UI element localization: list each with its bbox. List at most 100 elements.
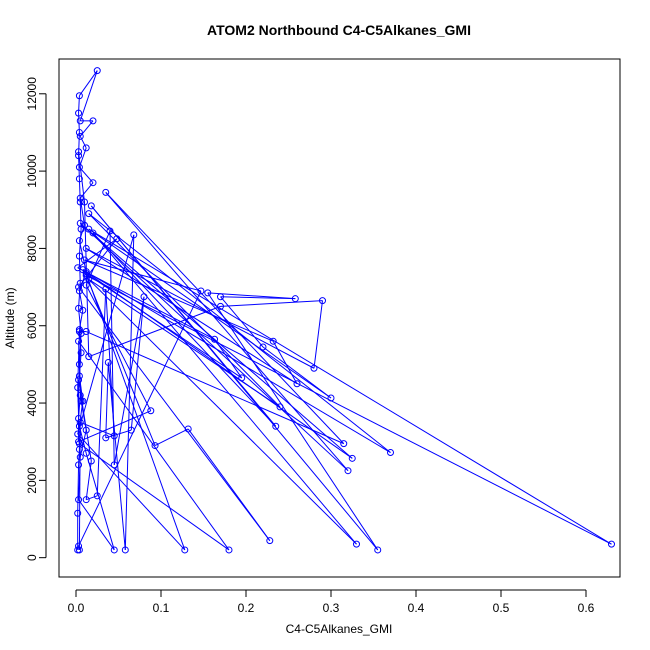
series-segment (107, 362, 126, 550)
x-tick-label: 0.2 (238, 601, 255, 615)
data-point (76, 453, 84, 461)
data-point (74, 264, 82, 272)
data-point (353, 540, 360, 548)
data-point (75, 109, 83, 117)
data-point (75, 542, 83, 550)
data-point (266, 537, 274, 545)
data-point (102, 285, 110, 293)
data-point (75, 422, 83, 430)
series-segment (85, 247, 315, 369)
series-segment (130, 296, 145, 431)
x-tick-label: 0.4 (408, 601, 425, 615)
data-point (82, 426, 90, 434)
data-point (75, 283, 83, 291)
data-point (211, 335, 219, 343)
data-point (75, 328, 83, 336)
data-point (82, 270, 90, 278)
series-segment (77, 267, 215, 340)
data-point (75, 376, 83, 384)
data-point (374, 546, 382, 554)
y-tick-label: 8000 (25, 235, 39, 262)
data-point (75, 326, 83, 334)
y-tick-label: 12000 (25, 77, 39, 111)
series-segment (207, 292, 379, 551)
data-point (89, 179, 97, 187)
data-point (340, 440, 348, 448)
series-segment (78, 70, 98, 97)
data-point (75, 546, 83, 554)
data-point (76, 198, 84, 206)
series-segment (79, 443, 230, 551)
data-point (85, 353, 93, 361)
x-axis: 0.0 0.1 0.2 0.3 0.4 0.5 0.6 (68, 589, 595, 615)
data-point (75, 372, 83, 380)
series-segment (85, 275, 156, 446)
data-point (130, 231, 138, 239)
chart-title: ATOM2 Northbound C4-C5Alkanes_GMI (207, 22, 471, 38)
data-point (344, 467, 352, 475)
data-point (113, 235, 121, 243)
series-segment (92, 232, 357, 545)
series-segment (78, 178, 81, 203)
series-segment (78, 449, 80, 465)
series-segment (78, 286, 271, 541)
data-point (387, 449, 394, 457)
series-segment (77, 464, 80, 514)
data-point (82, 496, 90, 504)
series-segment (85, 273, 243, 379)
series-segment (86, 495, 98, 501)
series-segment (79, 70, 98, 122)
series-segment (78, 283, 81, 309)
data-point (110, 546, 118, 554)
series-segment (105, 288, 115, 436)
data-point (82, 268, 90, 276)
series-segment (79, 429, 87, 458)
series-segment (85, 460, 92, 500)
series-segment (88, 305, 221, 358)
data-point (75, 175, 83, 183)
data-point (272, 422, 280, 430)
series-segment (88, 278, 281, 408)
data-point (276, 403, 284, 411)
data-point (102, 434, 110, 442)
data-point (82, 281, 90, 289)
data-point (310, 364, 318, 372)
series-segment (77, 433, 186, 551)
data-point (217, 302, 224, 310)
data-point (225, 546, 233, 554)
data-point (348, 454, 356, 462)
series-segment (79, 222, 349, 472)
series-segment (214, 338, 243, 379)
data-point (81, 256, 88, 264)
data-point (85, 210, 93, 218)
data-point (75, 237, 83, 245)
series-segment (85, 275, 612, 545)
y-tick-label: 6000 (25, 312, 39, 339)
data-point (204, 289, 212, 297)
data-point (87, 202, 95, 210)
data-point (75, 148, 83, 156)
series-segment (79, 202, 82, 230)
data-point (75, 163, 83, 171)
data-point (140, 293, 148, 301)
data-point (110, 461, 118, 469)
series-segment (85, 230, 111, 286)
series-segment (86, 331, 344, 445)
data-point (76, 194, 84, 202)
series-segment (220, 300, 323, 307)
data-point (75, 152, 83, 160)
series-segment (92, 232, 277, 427)
data-point (74, 430, 82, 438)
data-point (151, 442, 159, 450)
data-point (121, 546, 129, 554)
data-point (89, 229, 97, 237)
series-segment (105, 362, 109, 438)
data-point (85, 225, 93, 233)
data-point (74, 384, 82, 392)
y-tick-label: 4000 (25, 389, 39, 416)
data-point (82, 271, 90, 279)
data-point (75, 252, 83, 260)
data-point (82, 328, 90, 336)
data-point (147, 407, 155, 415)
data-point (75, 496, 83, 504)
